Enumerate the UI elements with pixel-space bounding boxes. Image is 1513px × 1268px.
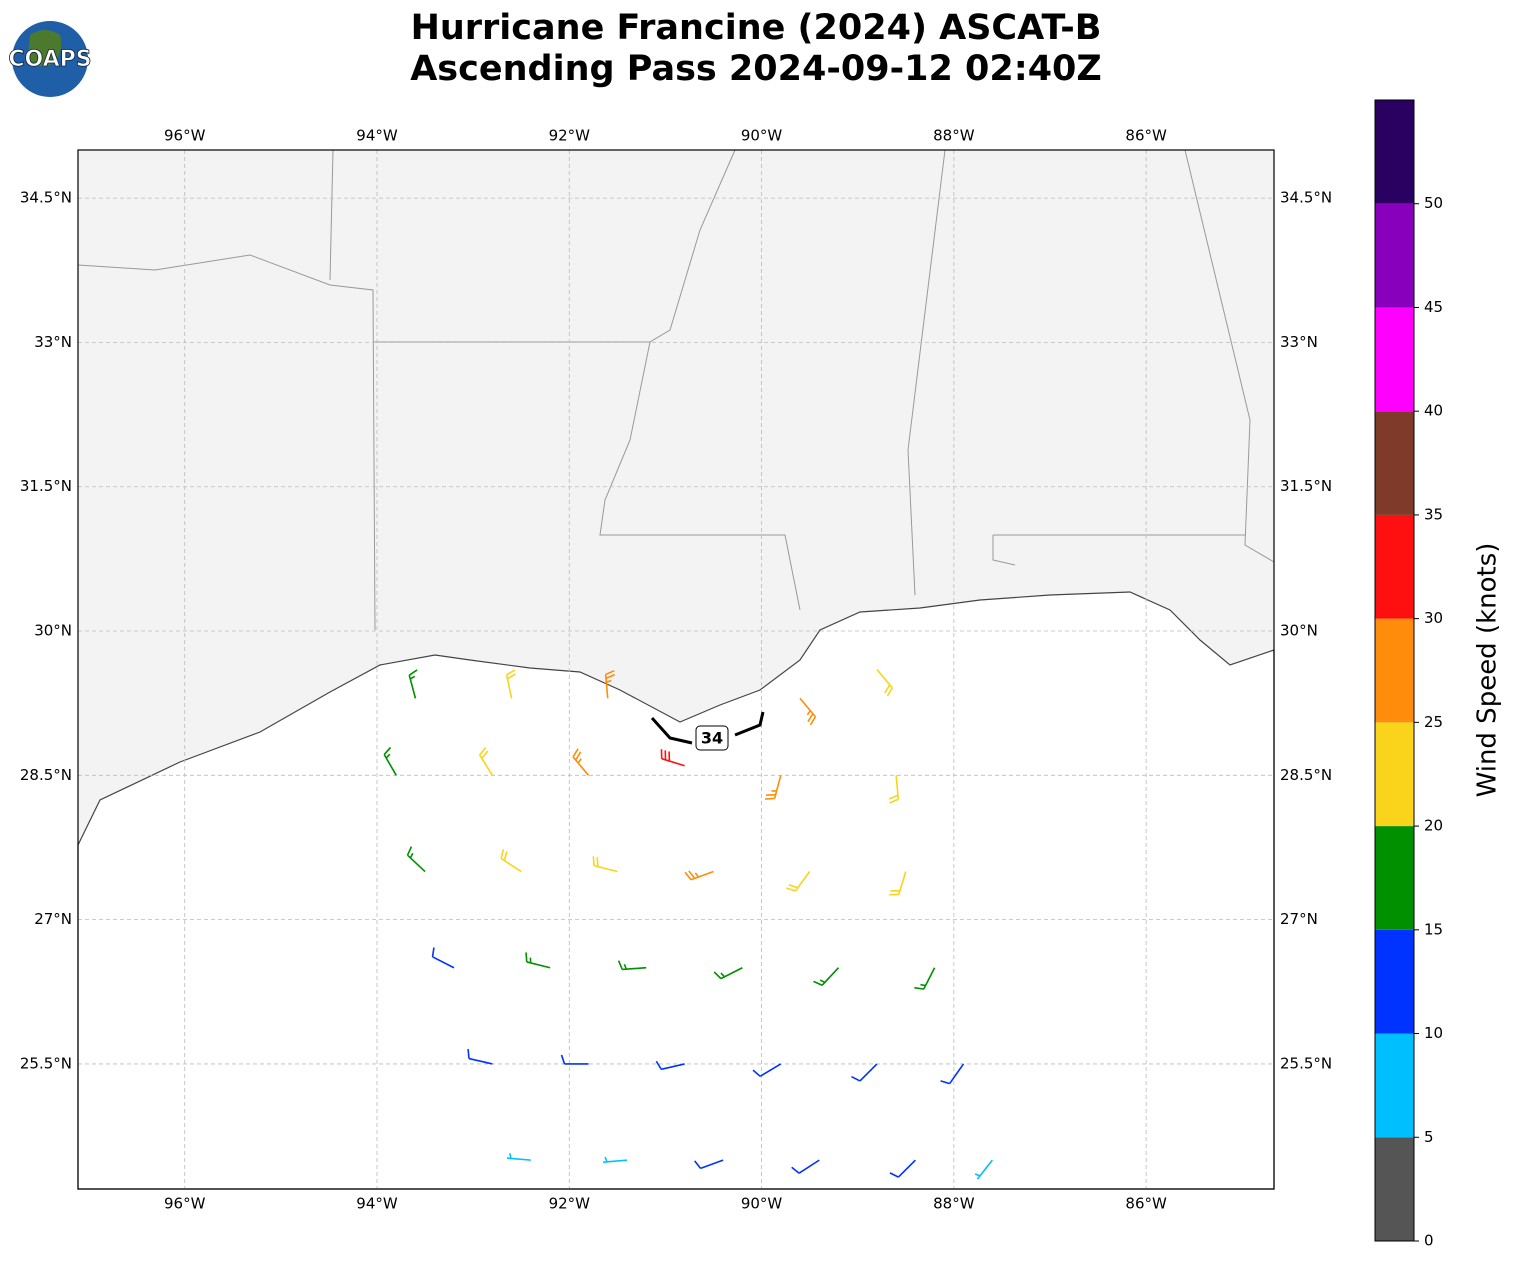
colorbar-segment (1375, 100, 1414, 204)
x-tick-label: 92°W (549, 1195, 591, 1213)
contour-label-box (695, 725, 729, 751)
wind-barb (655, 1060, 685, 1071)
colorbar-tick-label: 45 (1424, 298, 1443, 316)
y-tick-label: 31.5°N (20, 477, 72, 495)
colorbar-tick-label: 35 (1424, 505, 1443, 523)
colorbar-tick-label: 15 (1424, 920, 1443, 938)
colorbar-segment (1375, 722, 1414, 827)
wind-barb (786, 871, 811, 892)
x-tick-label: 94°W (356, 1195, 398, 1213)
colorbar-segment (1375, 929, 1414, 1034)
colorbar: 0 5 10 15 20 25 30 35 40 45 50 (1374, 99, 1443, 1250)
wind-barb (713, 967, 743, 980)
colorbar-segment (1375, 826, 1414, 930)
colorbar-label: Wind Speed (knots) (1473, 543, 1503, 798)
wind-barb (876, 668, 894, 697)
wind-barb (408, 669, 418, 699)
x-tick-label: 88°W (933, 127, 975, 145)
logo-land (28, 30, 62, 67)
y-tick-label: 31.5°N (1280, 477, 1332, 495)
y-tick-label: 28.5°N (1280, 766, 1332, 784)
wind-barb (791, 1159, 820, 1174)
wind-barb (506, 1153, 531, 1161)
colorbar-tick-label: 25 (1424, 713, 1443, 731)
y-tick-label: 33°N (34, 333, 72, 351)
state-borders (77, 149, 1275, 631)
wind-barb (799, 697, 817, 726)
wind-barb (752, 1063, 782, 1077)
wind-barb (500, 849, 522, 873)
wind-barb (889, 1159, 916, 1178)
wind-barb (478, 747, 494, 776)
y-tick-label: 34.5°N (20, 189, 72, 207)
wind-barb (431, 947, 455, 969)
wind-barb (406, 846, 426, 873)
colorbar-tick-label: 10 (1424, 1024, 1443, 1042)
x-tick-label: 86°W (1125, 127, 1167, 145)
x-tick-label: 90°W (741, 1195, 783, 1213)
y-tick-label: 28.5°N (20, 766, 72, 784)
wind-barb (617, 960, 647, 971)
wind-barb (813, 967, 840, 987)
colorbar-frame (1374, 99, 1415, 1242)
x-tick-label: 96°W (164, 127, 206, 145)
colorbar-tick-label: 40 (1424, 402, 1443, 420)
wind-barb (660, 749, 685, 767)
wind-barb (525, 952, 551, 969)
y-tick-label: 27°N (34, 910, 72, 928)
wind-barb (694, 1159, 724, 1170)
map-frame (77, 149, 1275, 1190)
x-tick-label: 92°W (549, 127, 591, 145)
chart-subtitle: Ascending Pass 2024-09-12 02:40Z (410, 49, 1102, 89)
wind-barb (467, 1049, 493, 1065)
x-tick-label: 88°W (933, 1195, 975, 1213)
colorbar-tick-label: 5 (1424, 1128, 1434, 1146)
colorbar-segment (1375, 618, 1414, 723)
wind-barb (974, 1159, 993, 1180)
y-tick-label: 27°N (1280, 910, 1318, 928)
chart-title: Hurricane Francine (2024) ASCAT-B (411, 8, 1102, 48)
logo-text: COAPS (8, 47, 91, 72)
grid (78, 150, 1274, 1189)
wind-barbs (383, 668, 993, 1180)
colorbar-tick-label: 0 (1424, 1232, 1434, 1250)
wind-barb (572, 748, 590, 776)
wind-barb (505, 669, 517, 699)
y-tick-label: 30°N (1280, 622, 1318, 640)
x-tick-label: 90°W (741, 127, 783, 145)
y-tick-label: 30°N (34, 622, 72, 640)
x-tick-label: 94°W (356, 127, 398, 145)
x-tick-label: 96°W (164, 1195, 206, 1213)
colorbar-tick-label: 30 (1424, 609, 1443, 627)
wind-barb (765, 775, 782, 800)
wind-barb (684, 870, 714, 881)
contour-label: 34 (701, 729, 723, 748)
wind-barb (889, 871, 907, 896)
colorbar-segment (1375, 203, 1414, 308)
y-tick-label: 33°N (1280, 333, 1318, 351)
colorbar-segment (1375, 514, 1414, 619)
contour-line (650, 711, 765, 745)
y-tick-label: 25.5°N (1280, 1054, 1332, 1072)
y-tick-label: 34.5°N (1280, 189, 1332, 207)
x-tick-label: 86°W (1125, 1195, 1167, 1213)
wind-barb (604, 669, 616, 699)
wind-barb (851, 1063, 878, 1082)
colorbar-segment (1375, 1137, 1414, 1241)
wind-barb (888, 775, 900, 804)
wind-barb (914, 967, 936, 990)
wind-barb (602, 1156, 628, 1164)
y-tick-label: 25.5°N (20, 1054, 72, 1072)
colorbar-tick-label: 50 (1424, 194, 1443, 212)
wind-barb (560, 1054, 589, 1065)
wind-barb (940, 1063, 965, 1085)
wind-barb (383, 746, 397, 776)
colorbar-segment (1375, 307, 1414, 412)
colorbar-segment (1375, 411, 1414, 515)
wind-barb (592, 856, 618, 873)
colorbar-tick-label: 20 (1424, 817, 1443, 835)
colorbar-segment (1375, 1033, 1414, 1138)
